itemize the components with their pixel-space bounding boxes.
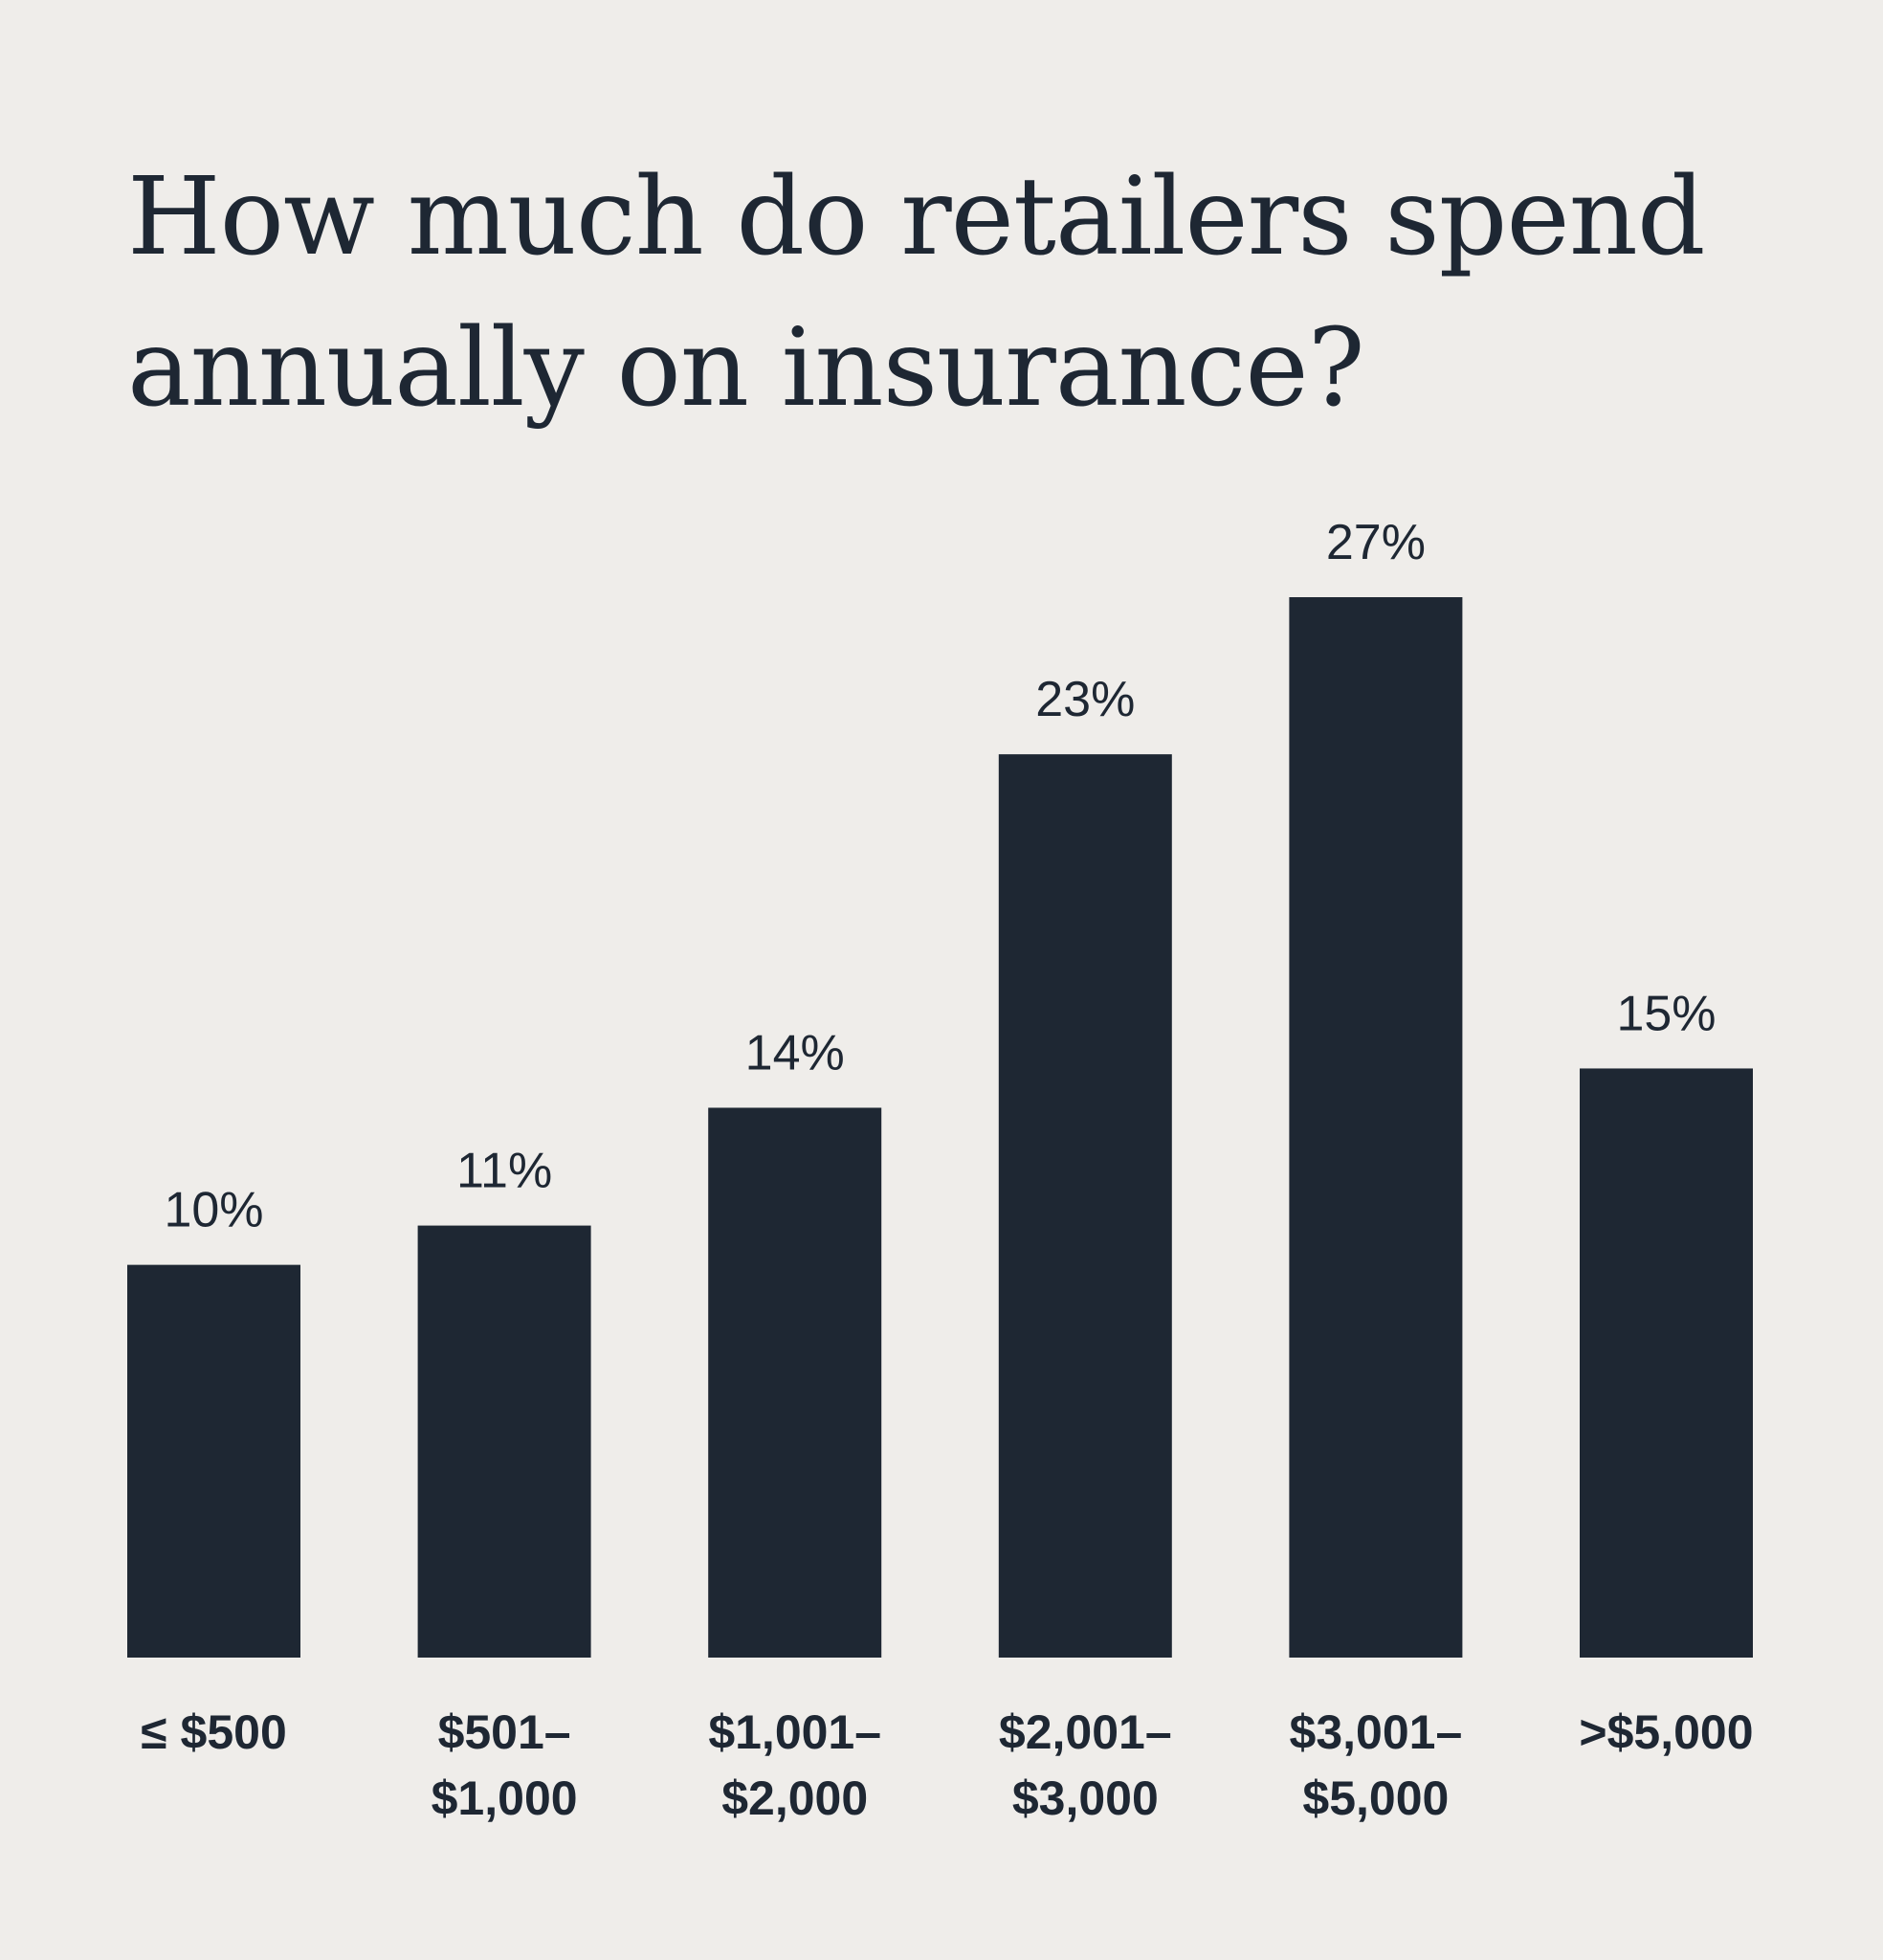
- category-label-3-line-2: $3,000: [1012, 1771, 1159, 1825]
- value-label-4: 27%: [1326, 515, 1426, 570]
- category-label-4-line-1: $3,001–: [1290, 1705, 1463, 1759]
- category-label-1-line-2: $1,000: [432, 1771, 578, 1825]
- bar-0: [127, 1264, 300, 1658]
- bar-1: [417, 1225, 591, 1658]
- bar-4: [1289, 597, 1463, 1658]
- value-label-3: 23%: [1035, 672, 1135, 727]
- value-label-0: 10%: [164, 1183, 263, 1238]
- chart-title-line-2: annually on insurance?: [127, 306, 1365, 431]
- chart-title: How much do retailers spend annually on …: [127, 142, 1773, 444]
- bar-2: [708, 1107, 882, 1658]
- chart-title-line-1: How much do retailers spend: [127, 155, 1706, 279]
- bar-5: [1580, 1068, 1753, 1658]
- category-label-2-line-2: $2,000: [721, 1771, 868, 1825]
- value-label-5: 15%: [1616, 986, 1716, 1041]
- category-label-5-line-1: >$5,000: [1579, 1705, 1753, 1759]
- value-label-1: 11%: [456, 1144, 552, 1199]
- bar-3: [998, 754, 1172, 1658]
- category-label-0-line-1: ≤ $500: [141, 1705, 287, 1759]
- category-label-1-line-1: $501–: [438, 1705, 571, 1759]
- value-label-2: 14%: [745, 1025, 845, 1080]
- category-label-3-line-1: $2,001–: [999, 1705, 1172, 1759]
- category-label-4-line-2: $5,000: [1302, 1771, 1449, 1825]
- category-label-2-line-1: $1,001–: [708, 1705, 881, 1759]
